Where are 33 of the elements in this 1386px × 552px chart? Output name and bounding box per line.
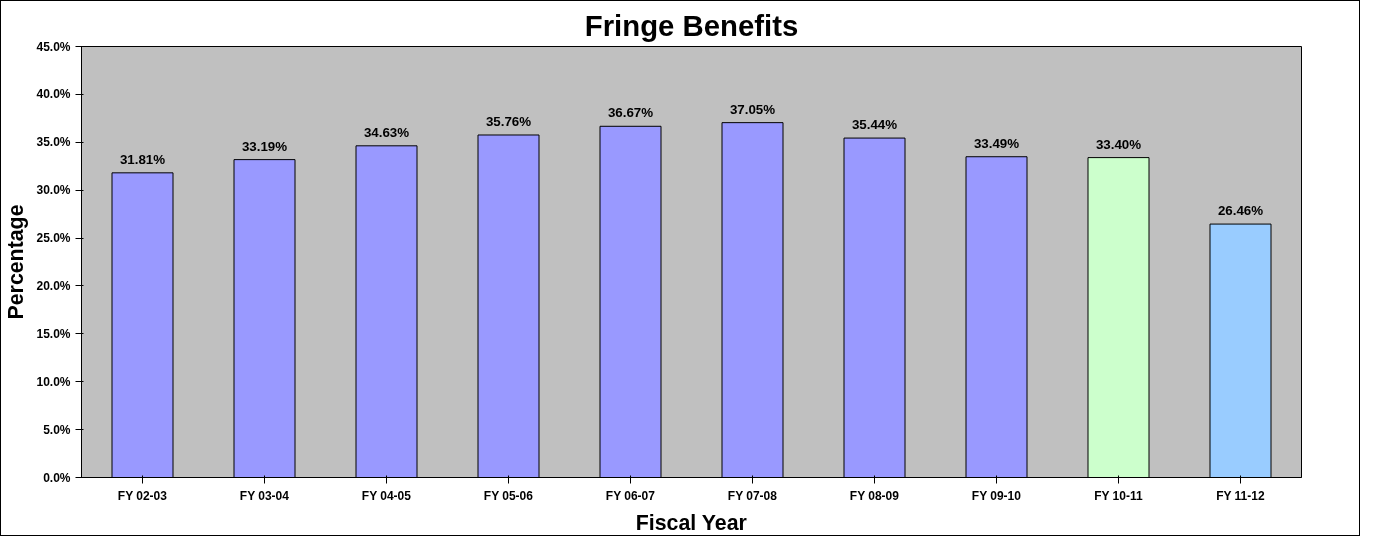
y-tick-label: 15.0% bbox=[36, 326, 71, 341]
y-tick-label: 10.0% bbox=[36, 374, 71, 389]
x-tick-label: FY 09-10 bbox=[971, 488, 1022, 503]
data-label: 34.63% bbox=[363, 124, 410, 140]
x-axis-title: Fiscal Year bbox=[635, 510, 747, 535]
x-tick-label: FY 06-07 bbox=[605, 488, 656, 503]
data-label: 36.67% bbox=[607, 105, 654, 121]
chart-title: Fringe Benefits bbox=[584, 8, 799, 42]
x-tick-label: FY 03-04 bbox=[239, 488, 290, 503]
y-tick-label: 45.0% bbox=[36, 39, 71, 54]
y-tick-label: 0.0% bbox=[43, 470, 71, 485]
data-label: 31.81% bbox=[119, 151, 166, 167]
x-tick-label: FY 07-08 bbox=[727, 488, 778, 503]
data-label: 35.44% bbox=[851, 117, 898, 133]
data-label: 33.49% bbox=[973, 135, 1020, 151]
data-label: 33.40% bbox=[1095, 136, 1142, 152]
data-label: 26.46% bbox=[1217, 203, 1264, 219]
y-tick-label: 20.0% bbox=[36, 278, 71, 293]
x-tick-label: FY 10-11 bbox=[1094, 488, 1143, 503]
y-tick-label: 40.0% bbox=[36, 87, 71, 102]
y-tick-label: 25.0% bbox=[36, 231, 71, 246]
y-axis-title: Percentage bbox=[4, 204, 29, 320]
data-label: 33.19% bbox=[241, 138, 288, 154]
x-tick-label: FY 05-06 bbox=[483, 488, 534, 503]
data-label: 35.76% bbox=[485, 114, 532, 129]
y-tick-label: 30.0% bbox=[36, 183, 71, 198]
x-tick-label: FY 04-05 bbox=[361, 488, 412, 503]
y-tick-label: 35.0% bbox=[36, 135, 71, 150]
y-tick-label: 5.0% bbox=[43, 422, 71, 437]
x-tick-label: FY 02-03 bbox=[117, 488, 168, 503]
x-tick-label: FY 08-09 bbox=[849, 488, 900, 503]
data-label: 37.05% bbox=[729, 101, 776, 117]
x-tick-label: FY 11-12 bbox=[1216, 488, 1265, 503]
